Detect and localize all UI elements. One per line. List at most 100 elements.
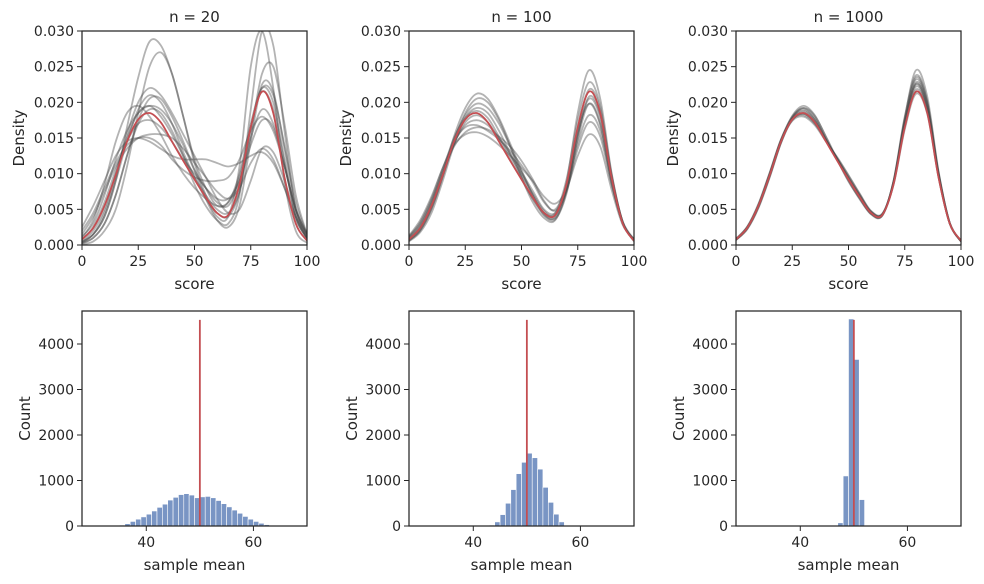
x-tick-label: 40 [464, 535, 482, 551]
density-line-sample [82, 84, 307, 239]
histogram-bar [531, 457, 538, 526]
density-line-sample [82, 104, 307, 238]
plot-frame [81, 30, 308, 246]
panel-2-plot [409, 69, 634, 243]
histogram-bar [558, 521, 565, 526]
density-line-sample [82, 133, 307, 239]
histogram-bar [253, 521, 260, 526]
histogram-bar [842, 475, 849, 526]
y-tick-label: 0.000 [361, 238, 401, 254]
x-tick-label: 25 [783, 254, 801, 270]
density-line-sample [82, 115, 307, 235]
y-axis-label: Density [10, 109, 28, 166]
panel-title: n = 100 [491, 8, 551, 26]
x-tick-label: 100 [621, 254, 648, 270]
x-tick-label: 0 [405, 254, 414, 270]
histogram-bar [226, 506, 233, 526]
histogram-bar [542, 487, 549, 526]
density-line-population [82, 90, 307, 242]
density-line-sample [82, 31, 307, 244]
density-line-sample [736, 68, 961, 242]
y-tick-label: 0 [65, 519, 74, 535]
histogram-bar [145, 513, 152, 526]
histogram-bar [547, 502, 554, 526]
histogram-bar [553, 513, 560, 526]
density-line-sample [82, 137, 307, 235]
x-axis-label: sample mean [798, 556, 900, 574]
density-line-sample [409, 131, 634, 240]
x-tick-label: 60 [572, 535, 590, 551]
histogram-bar [167, 499, 174, 526]
histogram-bar [210, 497, 217, 526]
y-tick-label: 0.030 [34, 24, 74, 40]
y-tick-label: 0.000 [688, 238, 728, 254]
panel-1-axes: 0.000 0.005 0.010 0.015 0.020 0.025 0.030 0 25 50… [10, 8, 320, 293]
panel-5-axes: 0 1000 2000 3000 4000 40 60 sample mean Count [343, 337, 589, 574]
histogram-bar [537, 468, 544, 526]
x-tick-label: 25 [456, 254, 474, 270]
x-tick-label: 60 [245, 535, 263, 551]
x-tick-label: 0 [732, 254, 741, 270]
y-tick-label: 0.025 [34, 60, 74, 76]
y-tick-label: 0.010 [34, 167, 74, 183]
x-tick-label: 40 [137, 535, 155, 551]
plot-frame [81, 310, 308, 527]
panel-1-plot [82, 31, 307, 245]
histogram-bar [247, 518, 254, 526]
y-axis-label: Density [337, 109, 355, 166]
y-tick-label: 0.010 [688, 167, 728, 183]
y-tick-label: 1000 [692, 473, 728, 489]
y-axis-label: Count [670, 396, 688, 441]
panel-4-axes: 0 1000 2000 3000 4000 40 60 sample mean Count [16, 337, 262, 574]
y-tick-label: 0.025 [361, 60, 401, 76]
x-tick-label: 0 [78, 254, 87, 270]
x-axis-label: score [174, 275, 214, 293]
x-tick-label: 100 [294, 254, 321, 270]
density-line-population [736, 90, 961, 242]
histogram-bar [178, 494, 185, 526]
panel-4-plot [119, 319, 281, 526]
plot-frame [408, 310, 635, 527]
histogram-bar [499, 514, 506, 526]
y-tick-label: 2000 [365, 428, 401, 444]
y-tick-label: 0.000 [34, 238, 74, 254]
histogram-bar [237, 512, 244, 526]
x-tick-label: 50 [513, 254, 531, 270]
y-tick-label: 0.025 [688, 60, 728, 76]
histogram-bar [220, 503, 227, 526]
density-line-sample [82, 118, 307, 240]
y-tick-label: 4000 [692, 337, 728, 353]
panel-6-axes: 0 1000 2000 3000 4000 40 60 sample mean Count [670, 337, 916, 574]
histogram-bar [151, 510, 158, 526]
x-axis-label: score [828, 275, 868, 293]
y-tick-label: 2000 [692, 428, 728, 444]
y-tick-label: 0.015 [34, 131, 74, 147]
histogram-bar [156, 507, 163, 526]
y-tick-label: 0 [392, 519, 401, 535]
histogram-bar [242, 516, 249, 526]
density-line-sample [409, 97, 634, 241]
y-tick-label: 4000 [365, 337, 401, 353]
y-tick-label: 0.020 [34, 95, 74, 111]
y-tick-label: 1000 [38, 473, 74, 489]
histogram-bar [162, 503, 169, 526]
panel-6-plot [837, 318, 871, 526]
y-axis-label: Count [16, 396, 34, 441]
density-line-sample [82, 31, 307, 245]
panel-5-plot [489, 319, 565, 526]
y-tick-label: 0.030 [361, 24, 401, 40]
y-tick-label: 3000 [692, 382, 728, 398]
y-tick-label: 0.015 [361, 131, 401, 147]
y-tick-label: 4000 [38, 337, 74, 353]
panel-3-plot [736, 68, 961, 242]
histogram-bar [183, 493, 190, 526]
y-tick-label: 0.020 [361, 95, 401, 111]
panel-2-axes: 0.000 0.005 0.010 0.015 0.020 0.025 0.030 0 25 50… [337, 8, 647, 293]
histogram-bar [188, 494, 195, 526]
density-line-sample [409, 102, 634, 240]
histogram-bar [204, 496, 211, 526]
y-tick-label: 0.015 [688, 131, 728, 147]
y-tick-label: 3000 [38, 382, 74, 398]
x-tick-label: 75 [569, 254, 587, 270]
y-tick-label: 0.020 [688, 95, 728, 111]
